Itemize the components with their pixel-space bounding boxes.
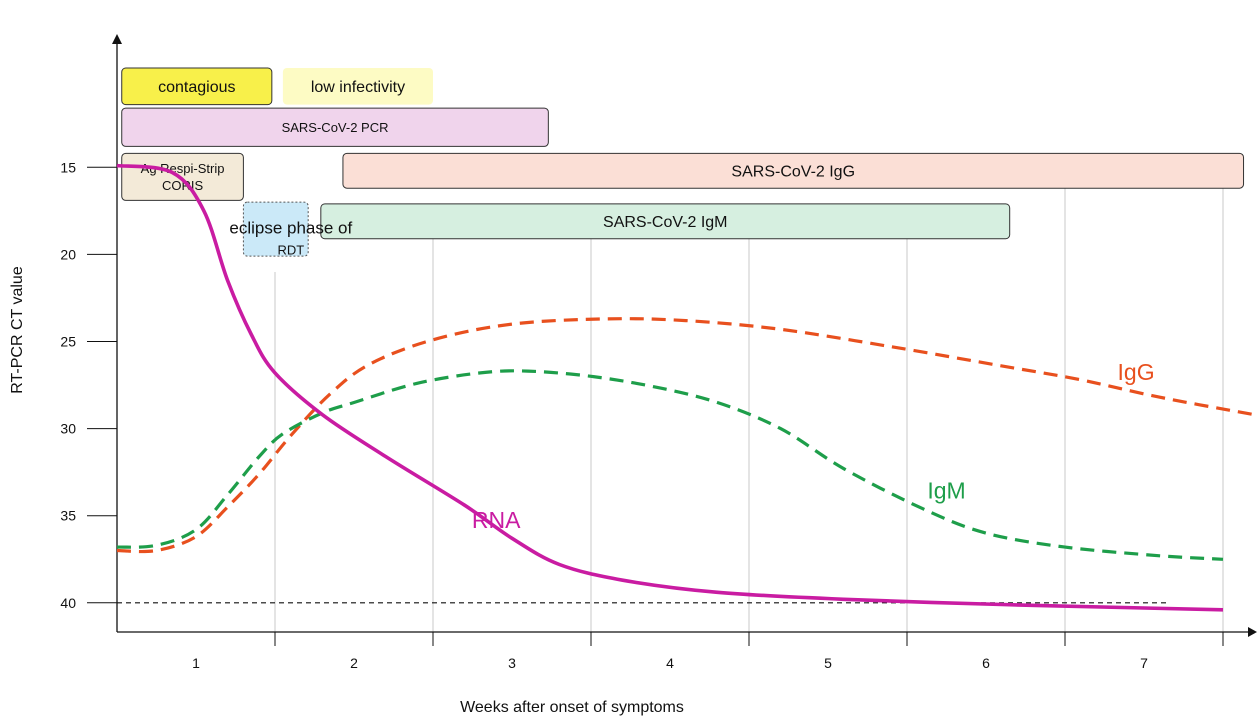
x-axis-title: Weeks after onset of symptoms	[460, 699, 684, 716]
chart-labels: RNA IgM IgG eclipse phase of RDT	[229, 218, 1154, 532]
band-eclipse-box	[242, 201, 309, 257]
band-label: low infectivity	[311, 79, 405, 96]
x-axis-arrow	[1248, 627, 1257, 637]
series-line-rna	[116, 163, 1224, 612]
x-tick-label: 1	[192, 655, 200, 671]
series-line-igg	[116, 317, 1255, 554]
x-tick-label: 5	[824, 655, 832, 671]
band-box	[121, 107, 549, 147]
y-tick-label: 20	[60, 246, 76, 262]
band-contagious: contagious	[121, 67, 273, 106]
series-label-igm: IgM	[927, 477, 965, 503]
band-label: SARS-CoV-2 PCR	[282, 120, 389, 135]
band-box	[121, 152, 244, 201]
band-label: SARS-CoV-2 IgG	[731, 163, 855, 180]
band-box	[342, 152, 1245, 189]
x-tick-label: 6	[982, 655, 990, 671]
data-series	[116, 163, 1255, 612]
band-box	[320, 203, 1011, 240]
x-tick-label: 4	[666, 655, 674, 671]
annotation-label: eclipse phase of	[229, 218, 352, 237]
y-tick-label: 35	[60, 508, 76, 524]
x-tick-label: 7	[1140, 655, 1148, 671]
y-tick-label: 25	[60, 334, 76, 350]
y-tick-label: 40	[60, 595, 76, 611]
band-box	[282, 68, 433, 105]
band-label: contagious	[158, 79, 235, 96]
band-box	[242, 201, 309, 257]
test-window-bands: contagious low infectivity SARS-CoV-2 PCR A…	[121, 67, 1245, 257]
axes: 1 2 3 4 5 6 7 15 20 25 30 35 40	[60, 34, 1257, 671]
band-label: SARS-CoV-2 IgM	[603, 214, 727, 231]
band-low-infectivity: low infectivity	[282, 68, 433, 105]
y-tick-label: 15	[60, 159, 76, 175]
series-line-igm	[116, 369, 1224, 561]
x-tick-label: 2	[350, 655, 358, 671]
band-box	[121, 67, 273, 106]
annotation-label: RDT	[277, 242, 304, 257]
x-tick-label: 3	[508, 655, 516, 671]
band-sars-cov-2-igg: SARS-CoV-2 IgG	[342, 152, 1245, 189]
y-axis-arrow	[112, 34, 122, 44]
band-label: Ag Respi-Strip	[141, 161, 225, 176]
series-label-rna: RNA	[472, 507, 521, 533]
y-tick-label: 30	[60, 421, 76, 437]
band-sars-cov-2-igm: SARS-CoV-2 IgM	[320, 203, 1011, 240]
band-sars-cov-2-pcr: SARS-CoV-2 PCR	[121, 107, 549, 147]
y-axis-title: RT-PCR CT value	[9, 266, 26, 394]
series-label-igg: IgG	[1118, 359, 1155, 385]
